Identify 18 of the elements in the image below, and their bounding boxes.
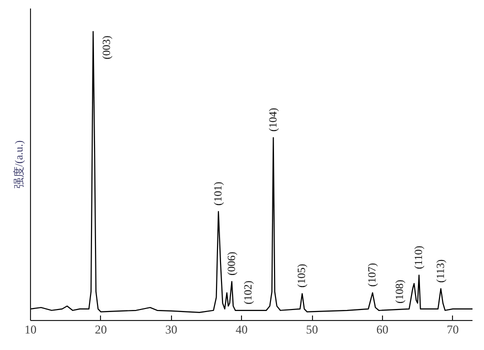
x-tick-label: 30 [165, 322, 178, 336]
y-axis-title: 强度/(a.u.) [12, 140, 26, 189]
x-tick-label: 10 [24, 322, 36, 336]
annotation: (101) [212, 181, 224, 206]
annotation: (104) [267, 107, 280, 132]
annotation: (105) [296, 263, 308, 288]
annotation: (107) [366, 262, 379, 287]
annotation: (003) [101, 35, 114, 60]
annotation: (113) [434, 258, 447, 283]
x-tick-label: 60 [376, 322, 388, 336]
annotation: (102) [242, 280, 255, 304]
x-tick-label: 40 [236, 322, 248, 336]
x-tick-label: 20 [94, 322, 107, 336]
annotation: (110) [413, 245, 426, 270]
x-tick-label: 50 [306, 322, 318, 336]
annotation: (108) [394, 279, 406, 304]
x-tick-label: 70 [446, 322, 459, 336]
annotation: (006) [226, 251, 238, 276]
